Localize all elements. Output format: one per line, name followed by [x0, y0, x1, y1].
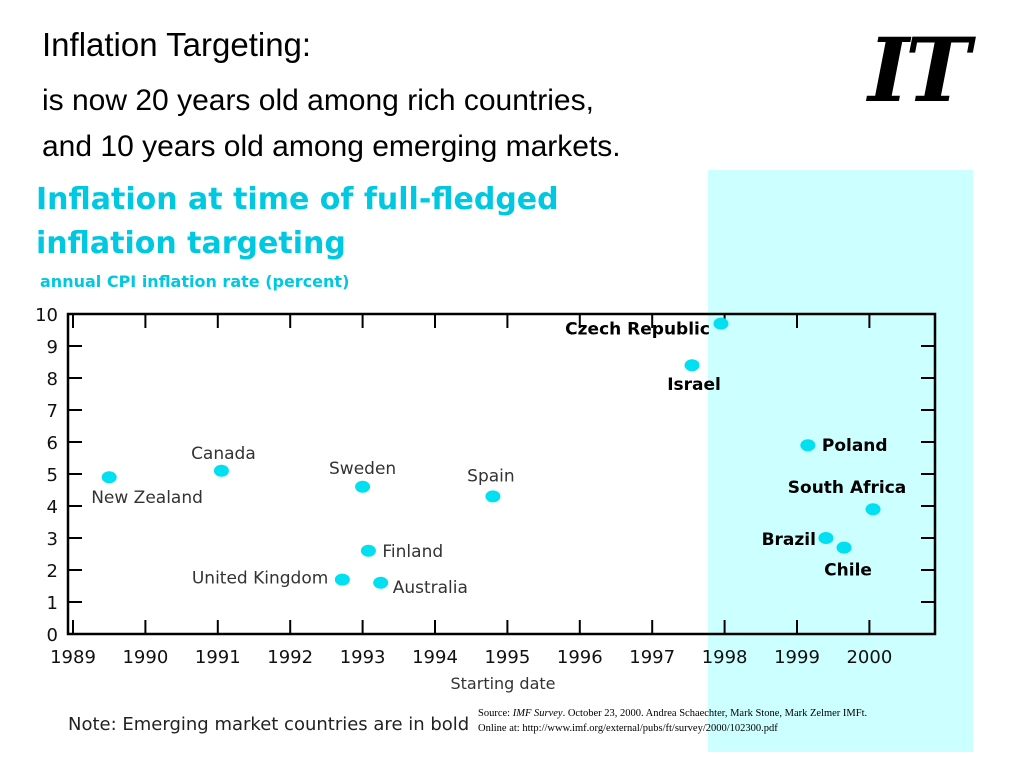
- x-tick-label: 1989: [50, 647, 96, 668]
- point-israel: [684, 359, 700, 372]
- point-czech-republic: [713, 317, 729, 330]
- label-new-zealand: New Zealand: [91, 488, 203, 508]
- x-tick-label: 1994: [412, 647, 458, 668]
- emerging-markets-band: [708, 170, 973, 752]
- point-poland: [800, 439, 816, 452]
- it-logo: IT: [868, 18, 971, 122]
- label-israel: Israel: [667, 375, 721, 395]
- x-tick-label: 1991: [195, 647, 241, 668]
- slide-subtitle-line-2: and 10 years old among emerging markets.: [42, 130, 621, 163]
- source-text: . October 23, 2000. Andrea Schaechter, M…: [562, 708, 868, 719]
- y-tick-label: 2: [47, 561, 58, 582]
- x-tick-label: 1999: [774, 647, 820, 668]
- x-tick-label: 1998: [702, 647, 748, 668]
- x-tick-label: 1996: [557, 647, 603, 668]
- point-australia: [373, 576, 389, 589]
- label-brazil: Brazil: [762, 530, 816, 550]
- x-tick-label: 1992: [267, 647, 313, 668]
- source-citation: Source: IMF Survey. October 23, 2000. An…: [478, 706, 968, 736]
- label-czech-republic: Czech Republic: [565, 320, 710, 340]
- point-south-africa: [865, 503, 881, 516]
- label-poland: Poland: [822, 436, 888, 456]
- label-south-africa: South Africa: [788, 478, 907, 498]
- point-brazil: [818, 532, 834, 544]
- footnote: Note: Emerging market countries are in b…: [68, 714, 470, 735]
- x-tick-label: 1995: [484, 647, 530, 668]
- label-united-kingdom: United Kingdom: [192, 569, 328, 589]
- data-points: [101, 317, 881, 589]
- y-tick-label: 5: [47, 465, 58, 486]
- y-tick-label: 8: [47, 369, 58, 390]
- label-finland: Finland: [382, 542, 443, 562]
- point-new-zealand: [101, 471, 117, 484]
- label-chile: Chile: [824, 561, 872, 581]
- chart-subtitle: annual CPI inflation rate (percent): [40, 272, 350, 291]
- slide-subtitle-line-1: is now 20 years old among rich countries…: [42, 84, 594, 117]
- point-spain: [485, 490, 501, 503]
- x-tick-label: 1997: [629, 647, 675, 668]
- y-tick-label: 1: [47, 593, 58, 614]
- y-tick-label: 4: [47, 497, 58, 518]
- chart-title: Inflation at time of full-fledged inflat…: [36, 182, 559, 261]
- point-finland: [360, 544, 376, 557]
- tick-labels: 0 1 2 3 4 5 6 7 8 9 10 1989 1990 1991 1992 1993 1994 1995…: [35, 305, 892, 668]
- source-online-link[interactable]: Online at: http://www.imf.org/external/p…: [478, 723, 778, 734]
- data-labels: New Zealand Canada Sweden Finland United Kin…: [91, 320, 906, 598]
- x-tick-label: 2000: [846, 647, 892, 668]
- point-canada: [213, 464, 229, 477]
- y-tick-label: 9: [47, 337, 58, 358]
- label-sweden: Sweden: [329, 459, 396, 479]
- slide-title: Inflation Targeting:: [42, 26, 312, 63]
- x-axis-label: Starting date: [451, 674, 556, 693]
- y-tick-label: 7: [47, 401, 58, 422]
- point-sweden: [355, 480, 371, 493]
- y-tick-label: 0: [47, 625, 58, 646]
- y-tick-label: 10: [35, 305, 58, 326]
- y-tick-label: 3: [47, 529, 58, 550]
- label-australia: Australia: [393, 578, 468, 598]
- x-tick-label: 1990: [122, 647, 168, 668]
- axis-ticks: [68, 314, 935, 634]
- source-prefix: Source:: [478, 708, 513, 719]
- point-chile: [836, 541, 852, 554]
- y-tick-label: 6: [47, 433, 58, 454]
- point-united-kingdom: [334, 573, 350, 586]
- label-spain: Spain: [467, 466, 515, 486]
- source-publication: IMF Survey: [512, 708, 563, 719]
- x-tick-label: 1993: [340, 647, 386, 668]
- label-canada: Canada: [191, 444, 256, 464]
